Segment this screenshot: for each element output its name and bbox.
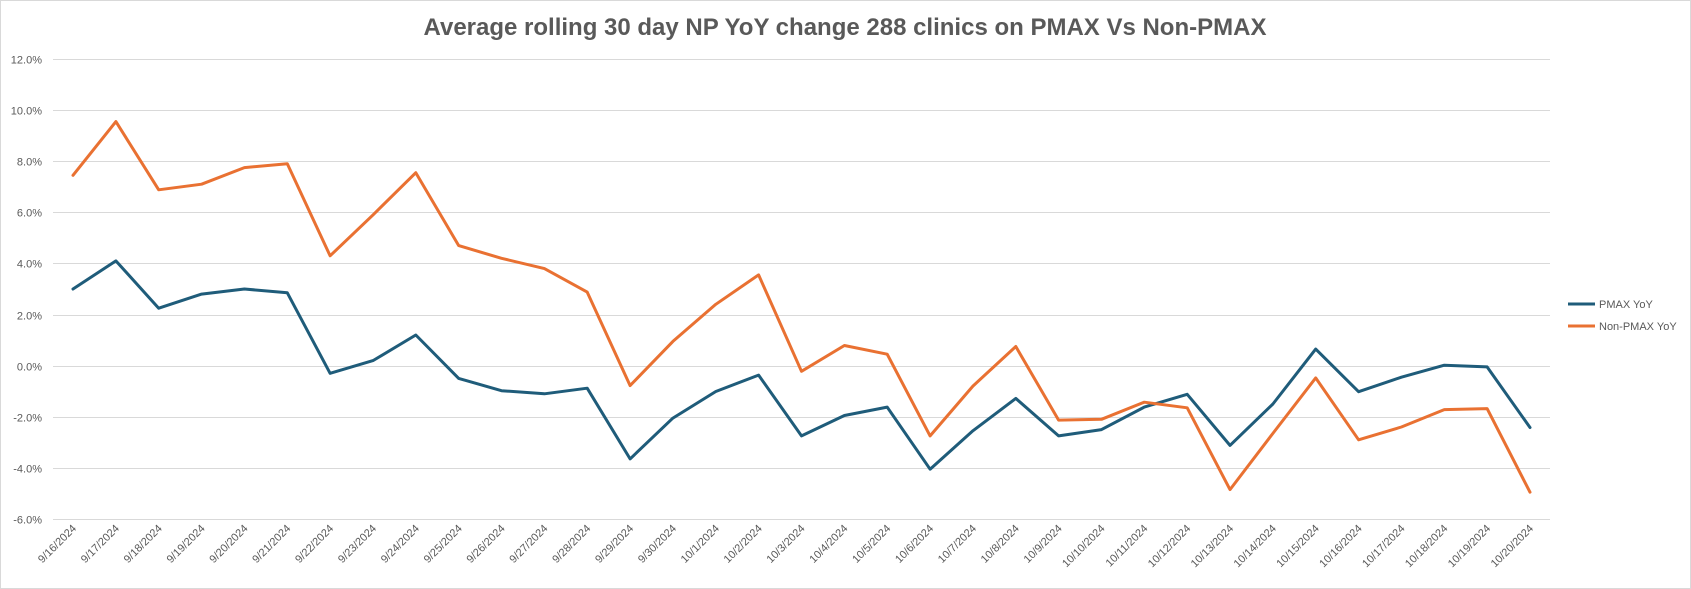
legend-label-pmax: PMAX YoY xyxy=(1599,299,1653,311)
x-tick-label: 10/4/2024 xyxy=(807,523,850,566)
gridlines xyxy=(53,59,1550,520)
x-tick-label: 10/11/2024 xyxy=(1104,523,1151,570)
x-tick-label: 10/14/2024 xyxy=(1232,523,1279,570)
x-tick-label: 9/30/2024 xyxy=(636,523,679,566)
x-tick-label: 10/17/2024 xyxy=(1360,523,1407,570)
x-tick-label: 9/24/2024 xyxy=(379,523,422,566)
x-tick-label: 10/1/2024 xyxy=(679,523,722,566)
x-tick-label: 9/28/2024 xyxy=(550,523,593,566)
series-line-non-pmax xyxy=(71,120,1532,494)
x-tick-label: 10/16/2024 xyxy=(1317,523,1364,570)
x-tick-label: 10/9/2024 xyxy=(1022,523,1065,566)
x-tick-label: 9/23/2024 xyxy=(336,523,379,566)
y-tick-label: -6.0% xyxy=(13,515,42,527)
legend: PMAX YoY Non-PMAX YoY xyxy=(1568,299,1677,333)
x-tick-label: 10/3/2024 xyxy=(765,523,808,566)
x-tick-label: 9/16/2024 xyxy=(36,523,79,566)
chart-title: Average rolling 30 day NP YoY change 288… xyxy=(424,14,1267,41)
x-tick-label: 10/15/2024 xyxy=(1274,523,1321,570)
x-tick-label: 9/18/2024 xyxy=(122,523,165,566)
y-tick-label: -4.0% xyxy=(13,464,42,476)
x-tick-label: 10/12/2024 xyxy=(1146,523,1193,570)
y-tick-label: 8.0% xyxy=(17,157,42,169)
x-tick-label: 9/25/2024 xyxy=(422,523,465,566)
x-axis-ticks: 9/16/2024 9/17/2024 9/18/2024 9/19/2024 9/20… xyxy=(36,523,1536,570)
x-tick-label: 10/2/2024 xyxy=(722,523,765,566)
x-tick-label: 9/17/2024 xyxy=(79,523,122,566)
series-line-pmax xyxy=(71,259,1532,471)
series-lines xyxy=(71,120,1532,494)
y-axis-ticks: 12.0% 10.0% 8.0% 6.0% 4.0% 2.0% 0.0% -2.0% -4.0%… xyxy=(11,55,42,527)
legend-label-non-pmax: Non-PMAX YoY xyxy=(1599,321,1677,333)
x-tick-label: 10/7/2024 xyxy=(936,523,979,566)
x-tick-label: 10/19/2024 xyxy=(1446,523,1493,570)
x-tick-label: 10/6/2024 xyxy=(893,523,936,566)
y-tick-label: 6.0% xyxy=(17,208,42,220)
x-tick-label: 10/20/2024 xyxy=(1489,523,1536,570)
x-tick-label: 10/18/2024 xyxy=(1403,523,1450,570)
x-tick-label: 9/29/2024 xyxy=(593,523,636,566)
x-tick-label: 9/26/2024 xyxy=(465,523,508,566)
x-tick-label: 10/8/2024 xyxy=(979,523,1022,566)
x-tick-label: 9/19/2024 xyxy=(165,523,208,566)
x-tick-label: 9/22/2024 xyxy=(293,523,336,566)
y-tick-label: 4.0% xyxy=(17,259,42,271)
y-tick-label: 0.0% xyxy=(17,362,42,374)
x-tick-label: 9/27/2024 xyxy=(507,523,550,566)
x-tick-label: 10/10/2024 xyxy=(1060,523,1107,570)
y-tick-label: 12.0% xyxy=(11,55,42,67)
y-tick-label: -2.0% xyxy=(13,413,42,425)
x-tick-label: 10/13/2024 xyxy=(1189,523,1236,570)
y-tick-label: 10.0% xyxy=(11,106,42,118)
y-tick-label: 2.0% xyxy=(17,311,42,323)
x-tick-label: 10/5/2024 xyxy=(850,523,893,566)
x-tick-label: 9/20/2024 xyxy=(207,523,250,566)
x-tick-label: 9/21/2024 xyxy=(250,523,293,566)
